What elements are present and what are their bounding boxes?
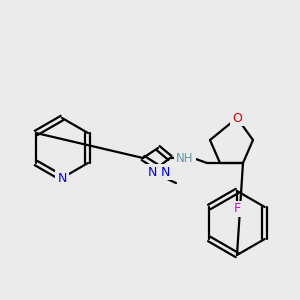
Text: O: O [232,112,242,124]
Text: N: N [147,166,157,178]
Text: F: F [233,202,241,215]
Text: N: N [57,172,67,184]
Text: N: N [160,166,170,178]
Text: NH: NH [176,152,194,164]
